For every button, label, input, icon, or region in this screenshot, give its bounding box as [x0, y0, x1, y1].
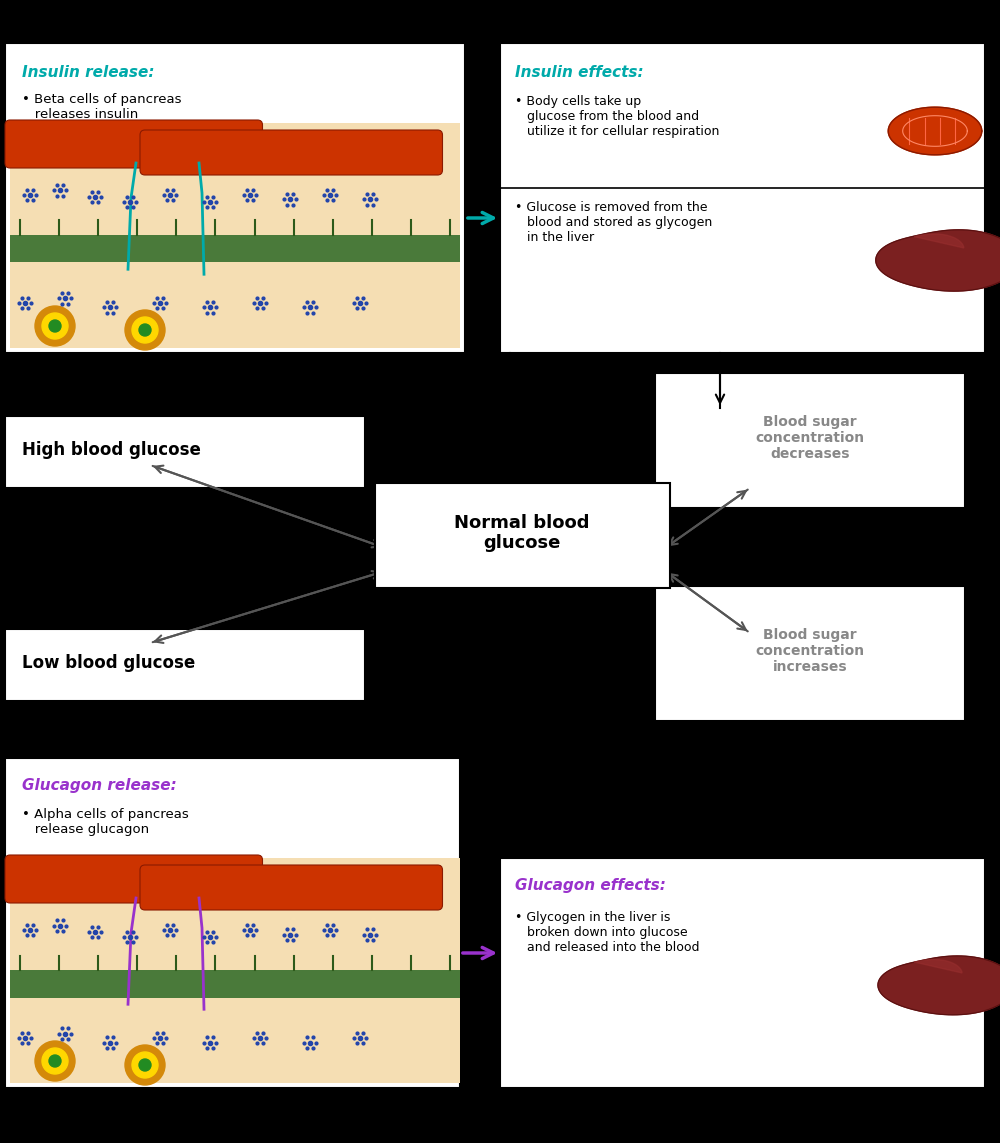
FancyBboxPatch shape [5, 629, 365, 701]
Text: • Glucose is removed from the
   blood and stored as glycogen
   in the liver: • Glucose is removed from the blood and … [515, 201, 712, 243]
FancyBboxPatch shape [500, 43, 985, 353]
Circle shape [42, 1048, 68, 1074]
Circle shape [132, 1052, 158, 1078]
Text: Glucagon release:: Glucagon release: [22, 778, 177, 793]
Polygon shape [876, 230, 1000, 291]
Circle shape [42, 313, 68, 339]
FancyBboxPatch shape [5, 416, 365, 488]
Text: Glucagon effects:: Glucagon effects: [515, 878, 666, 893]
Circle shape [125, 310, 165, 350]
Text: • Body cells take up
   glucose from the blood and
   utilize it for cellular re: • Body cells take up glucose from the bl… [515, 95, 719, 138]
Text: Low blood glucose: Low blood glucose [22, 654, 195, 672]
FancyBboxPatch shape [655, 373, 965, 507]
Circle shape [49, 320, 61, 331]
FancyBboxPatch shape [5, 120, 262, 168]
FancyBboxPatch shape [5, 855, 262, 903]
FancyBboxPatch shape [5, 758, 460, 1088]
Text: High blood glucose: High blood glucose [22, 441, 201, 459]
Circle shape [35, 306, 75, 346]
Polygon shape [914, 959, 962, 973]
FancyBboxPatch shape [655, 586, 965, 721]
FancyBboxPatch shape [500, 858, 985, 1088]
Text: Normal blood
glucose: Normal blood glucose [454, 513, 590, 552]
Text: Blood sugar
concentration
decreases: Blood sugar concentration decreases [755, 415, 865, 461]
Text: • Beta cells of pancreas
   releases insulin: • Beta cells of pancreas releases insuli… [22, 93, 182, 121]
Text: Insulin release:: Insulin release: [22, 65, 154, 80]
Circle shape [139, 1060, 151, 1071]
FancyBboxPatch shape [10, 858, 460, 1084]
Polygon shape [878, 956, 1000, 1015]
Circle shape [132, 317, 158, 343]
Polygon shape [888, 107, 982, 154]
FancyBboxPatch shape [140, 130, 443, 175]
FancyBboxPatch shape [10, 969, 460, 998]
Text: Insulin effects:: Insulin effects: [515, 65, 644, 80]
Text: • Alpha cells of pancreas
   release glucagon: • Alpha cells of pancreas release glucag… [22, 808, 189, 836]
FancyBboxPatch shape [5, 43, 465, 353]
FancyBboxPatch shape [10, 234, 460, 263]
FancyBboxPatch shape [10, 123, 460, 347]
Circle shape [125, 1045, 165, 1085]
Circle shape [49, 1055, 61, 1068]
Text: Blood sugar
concentration
increases: Blood sugar concentration increases [755, 628, 865, 674]
Circle shape [35, 1041, 75, 1081]
FancyBboxPatch shape [375, 483, 670, 588]
Text: • Glycogen in the liver is
   broken down into glucose
   and released into the : • Glycogen in the liver is broken down i… [515, 911, 700, 954]
FancyBboxPatch shape [140, 865, 443, 910]
Circle shape [139, 323, 151, 336]
Polygon shape [914, 234, 964, 248]
